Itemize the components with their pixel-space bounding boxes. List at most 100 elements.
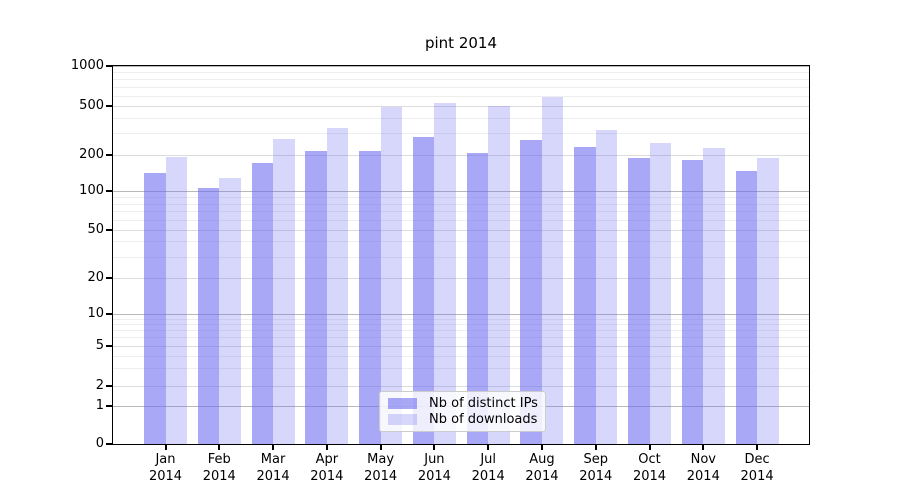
bar-distinct-ips-sep (574, 146, 596, 444)
x-tick-label: Feb 2014 (179, 451, 259, 485)
y-tick-label: 200 (79, 147, 104, 163)
x-tick-label-line: 2014 (364, 469, 398, 484)
y-gridline-minor (113, 330, 809, 332)
y-tick-mark (106, 313, 113, 316)
y-gridline-minor (113, 86, 809, 88)
x-tick-label-line: Jun (424, 452, 445, 467)
bar-distinct-ips-dec (735, 171, 758, 444)
plot-area: Nb of distinct IPs Nb of downloads (112, 65, 810, 445)
y-gridline-minor (113, 210, 809, 212)
legend-item-distinct-ips: Nb of distinct IPs (380, 396, 545, 411)
y-tick-label: 500 (79, 98, 104, 114)
bar-downloads-feb (219, 177, 241, 444)
bar-distinct-ips-may (359, 151, 381, 444)
y-gridline-minor (113, 133, 809, 135)
y-tick-mark (106, 65, 113, 67)
x-tick-label-line: 2014 (632, 469, 667, 484)
x-tick-mark (325, 445, 328, 450)
bar-distinct-ips-nov (681, 160, 704, 444)
x-tick-label-line: 2014 (417, 469, 451, 484)
bar-distinct-ips-oct (628, 157, 650, 444)
x-tick-label-line: Oct (638, 452, 661, 467)
y-tick-mark (106, 276, 113, 279)
bar-distinct-ips-feb (197, 187, 220, 444)
y-tick-label: 10 (87, 306, 104, 322)
y-tick-mark (106, 105, 113, 108)
bar-distinct-ips-apr (305, 150, 327, 444)
y-gridline-minor (113, 78, 809, 80)
chart-title: pint 2014 (424, 34, 498, 52)
y-gridline (113, 314, 809, 316)
x-tick-label: Nov 2014 (663, 451, 743, 485)
x-tick-mark (540, 445, 543, 450)
x-tick-label-line: 2014 (579, 469, 613, 484)
y-tick-mark (106, 443, 113, 445)
bar-distinct-ips-jun (412, 137, 435, 444)
x-tick-label: Jul 2014 (448, 451, 528, 485)
x-tick-label-line: Feb (207, 452, 231, 467)
x-tick-label-line: 2014 (202, 469, 236, 484)
x-tick-label-line: May (367, 452, 395, 467)
y-tick-mark (106, 190, 113, 193)
y-gridline-minor (113, 256, 809, 258)
y-gridline (113, 66, 809, 67)
x-tick-label: Aug 2014 (502, 451, 582, 485)
y-gridline-minor (113, 318, 809, 320)
bar-downloads-jul (488, 106, 510, 444)
bar-downloads-may (380, 107, 403, 444)
x-tick-mark (702, 445, 705, 450)
y-gridline-minor (113, 117, 809, 119)
legend-label-downloads: Nb of downloads (429, 412, 538, 428)
y-tick-label: 2 (95, 377, 104, 393)
x-tick-label: Oct 2014 (610, 451, 690, 485)
y-gridline (113, 155, 809, 157)
x-tick-label-line: Nov (690, 452, 716, 467)
legend-item-downloads: Nb of downloads (380, 412, 545, 427)
x-tick-label-line: 2014 (148, 469, 183, 484)
x-tick-label: Jun 2014 (394, 451, 474, 485)
bar-downloads-aug (541, 97, 564, 444)
y-gridline-minor (113, 337, 809, 339)
y-gridline-minor (113, 368, 809, 370)
x-tick-label: May 2014 (341, 451, 421, 485)
x-tick-label-line: Aug (529, 452, 555, 467)
x-tick-mark (648, 445, 651, 450)
y-gridline (113, 277, 809, 279)
y-tick-label: 1000 (70, 58, 104, 73)
x-tick-label-line: Mar (260, 452, 286, 467)
y-tick-label: 0 (95, 436, 104, 451)
y-gridline-minor (113, 197, 809, 199)
bar-distinct-ips-jan (144, 173, 166, 444)
x-tick-label-line: 2014 (525, 469, 559, 484)
y-gridline (113, 191, 809, 193)
y-gridline (113, 385, 809, 387)
x-tick-label-line: Jan (155, 452, 176, 467)
y-tick-label: 20 (87, 269, 104, 285)
y-gridline-minor (113, 72, 809, 74)
x-tick-label: Mar 2014 (233, 451, 313, 485)
x-tick-label: Dec 2014 (717, 451, 797, 485)
x-tick-mark (487, 445, 490, 450)
x-tick-label-line: 2014 (740, 469, 774, 484)
y-tick-mark (106, 344, 113, 347)
legend: Nb of distinct IPs Nb of downloads (379, 391, 546, 432)
x-tick-mark (379, 445, 382, 450)
bar-downloads-jan (165, 157, 187, 444)
x-tick-label: Sep 2014 (556, 451, 636, 485)
y-gridline (113, 345, 809, 347)
y-gridline (113, 229, 809, 231)
x-tick-label-line: 2014 (256, 469, 290, 484)
bar-downloads-dec (757, 157, 779, 444)
bar-downloads-apr (326, 127, 349, 444)
x-tick-label-line: Apr (315, 452, 339, 467)
x-tick-mark (272, 445, 275, 450)
y-gridline-minor (113, 95, 809, 97)
y-tick-mark (106, 228, 113, 231)
x-tick-label-line: Sep (583, 452, 608, 467)
x-tick-mark (433, 445, 436, 450)
y-tick-label: 50 (87, 221, 104, 237)
x-tick-label: Jan 2014 (126, 451, 206, 485)
x-tick-mark (594, 445, 597, 450)
x-tick-mark (218, 445, 221, 450)
